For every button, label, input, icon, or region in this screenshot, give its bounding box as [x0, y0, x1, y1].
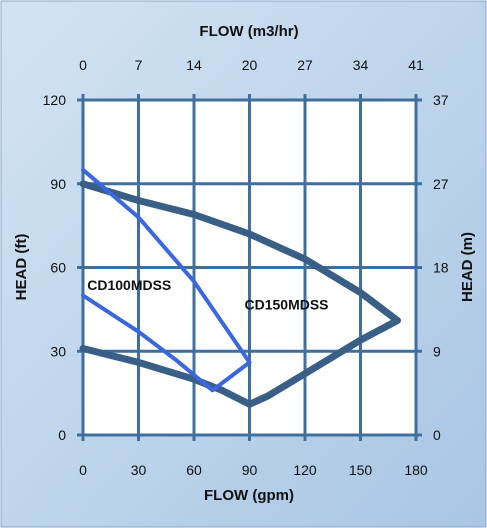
x-axis-title: FLOW (gpm) — [204, 487, 294, 504]
x-tick-label: 60 — [186, 462, 202, 478]
y-tick-label: 30 — [50, 343, 66, 359]
y-tick-label: 0 — [58, 427, 66, 443]
x-tick-label: 30 — [131, 462, 147, 478]
x2-tick-label: 7 — [135, 57, 143, 73]
x2-tick-label: 14 — [186, 57, 202, 73]
y-tick-label: 90 — [50, 176, 66, 192]
y-tick-label: 60 — [50, 260, 66, 276]
y-tick-label: 120 — [43, 92, 67, 108]
y2-tick-label: 18 — [433, 260, 449, 276]
series-line-cd100mdss — [81, 167, 252, 393]
series — [79, 167, 401, 408]
y2-tick-label: 0 — [433, 427, 441, 443]
series-label-cd100mdss: CD100MDSS — [87, 277, 171, 293]
x2-tick-label: 34 — [353, 57, 369, 73]
y2-axis-title: HEAD (m) — [459, 232, 476, 302]
y2-tick-label: 27 — [433, 176, 449, 192]
tick-labels: 0 0 30 7 60 14 90 20 120 27 150 34 180 41 0 0 30 9 60 18 90 2… — [43, 57, 449, 478]
x2-tick-label: 0 — [79, 57, 87, 73]
x-tick-label: 120 — [293, 462, 317, 478]
x-tick-label: 90 — [242, 462, 258, 478]
x2-axis-title: FLOW (m3/hr) — [199, 23, 298, 40]
series-label-cd150mdss: CD150MDSS — [244, 296, 328, 312]
y2-tick-label: 37 — [433, 92, 449, 108]
x-tick-label: 150 — [349, 462, 373, 478]
y-axis-title: HEAD (ft) — [13, 234, 30, 301]
grid — [77, 94, 422, 441]
x-tick-label: 0 — [79, 462, 87, 478]
x2-tick-label: 20 — [242, 57, 258, 73]
y2-tick-label: 9 — [433, 343, 441, 359]
x2-tick-label: 27 — [297, 57, 313, 73]
x-tick-label: 180 — [404, 462, 428, 478]
x2-tick-label: 41 — [408, 57, 424, 73]
